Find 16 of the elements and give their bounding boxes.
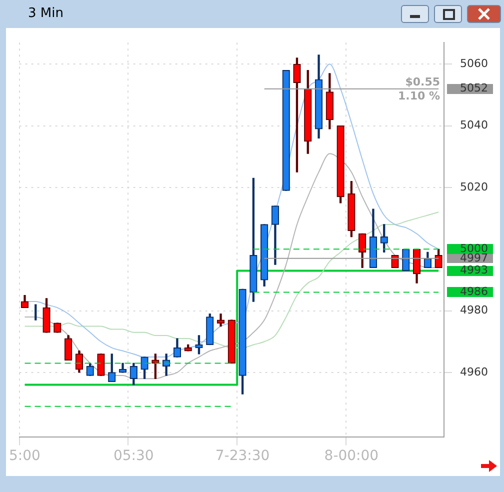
y-tick-label: 4986 <box>460 285 488 298</box>
y-tick-label: 4993 <box>460 264 488 277</box>
annotation: 1.10 % <box>398 89 440 102</box>
y-tick-label: 5040 <box>460 118 488 132</box>
y-tick-label: 5052 <box>460 82 488 95</box>
y-tick-label: 5020 <box>460 180 488 194</box>
y-tick-label: 4980 <box>460 304 488 317</box>
y-tick-label: 5060 <box>460 57 488 70</box>
annotation: $0.55 <box>405 75 440 88</box>
x-tick-label: 05:30 <box>113 448 154 464</box>
y-tick-label: 4997 <box>460 251 488 264</box>
y-tick-label: 4960 <box>460 365 488 378</box>
x-tick-label: 5:00 <box>9 448 40 464</box>
x-tick-label: 8-00:00 <box>324 448 379 464</box>
x-tick-label: 7-23:30 <box>215 448 270 464</box>
chart-title: 3 Min <box>28 6 64 21</box>
